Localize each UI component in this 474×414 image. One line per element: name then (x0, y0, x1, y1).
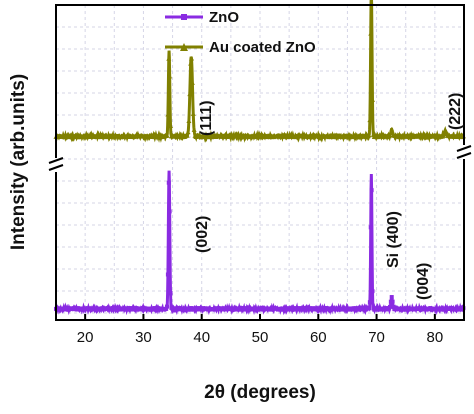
series-au-coated-zno-line (54, 0, 466, 143)
series-marker (390, 130, 396, 135)
series-marker (167, 209, 172, 214)
axis-break-right (456, 145, 472, 159)
y-axis-title: Intensity (arb.units) (8, 74, 29, 250)
series-marker (191, 127, 197, 132)
series-marker (443, 129, 449, 134)
legend-item-au-coated-zno: Au coated ZnO (165, 39, 316, 56)
series-marker (186, 118, 192, 123)
x-tick-label: 40 (193, 329, 210, 346)
series-marker (168, 123, 174, 129)
series-marker (187, 91, 193, 97)
series-marker (390, 299, 395, 304)
series-marker (189, 56, 195, 61)
peak-label-111: (111) (198, 100, 215, 136)
x-axis-ticks: 20 30 40 50 60 70 80 (77, 314, 443, 346)
series-marker (366, 306, 371, 311)
series-marker (164, 133, 170, 138)
legend-label-au-coated-zno: Au coated ZnO (209, 39, 316, 56)
x-axis-title: 2θ (degrees) (204, 382, 316, 403)
x-tick-label: 60 (310, 329, 327, 346)
series-marker (189, 80, 195, 85)
peak-label-222: (222) (447, 93, 464, 130)
series-marker (166, 180, 171, 185)
x-tick-label: 50 (252, 329, 269, 346)
x-tick-label: 80 (427, 329, 444, 346)
series-marker (367, 117, 373, 123)
series-marker (369, 188, 374, 193)
series-marker (366, 132, 372, 138)
series-marker (368, 31, 374, 36)
series-marker (167, 73, 173, 79)
series-marker (368, 225, 373, 230)
series-marker (166, 56, 172, 61)
legend-marker-au-coated-zno (180, 43, 188, 51)
series-marker (165, 272, 170, 277)
series-marker (389, 295, 394, 300)
series-markers (53, 1, 466, 312)
series-marker (387, 132, 393, 138)
series-marker (367, 300, 372, 305)
x-tick-label: 70 (368, 329, 385, 346)
legend: ZnO Au coated ZnO (165, 9, 316, 56)
series-marker (188, 61, 194, 66)
peak-label-004: (004) (415, 263, 432, 300)
series-marker (184, 133, 190, 138)
series-marker (164, 306, 169, 311)
series-marker (387, 304, 392, 309)
x-tick-label: 30 (135, 329, 152, 346)
series-marker (370, 289, 375, 294)
peak-label-002: (002) (194, 216, 211, 253)
legend-label-zno: ZnO (209, 9, 239, 26)
series-marker (165, 112, 171, 117)
series-marker (369, 97, 375, 102)
series-marker (168, 291, 173, 296)
series-marker (185, 129, 191, 135)
series-marker (190, 111, 196, 116)
series-marker (389, 126, 395, 132)
peak-label-si-400: Si (400) (385, 211, 402, 268)
axis-break-left (48, 157, 64, 172)
series-marker (165, 304, 170, 309)
series-marker (440, 133, 446, 138)
x-tick-label: 20 (77, 329, 94, 346)
legend-marker-zno (181, 14, 187, 20)
legend-item-zno: ZnO (165, 9, 239, 26)
